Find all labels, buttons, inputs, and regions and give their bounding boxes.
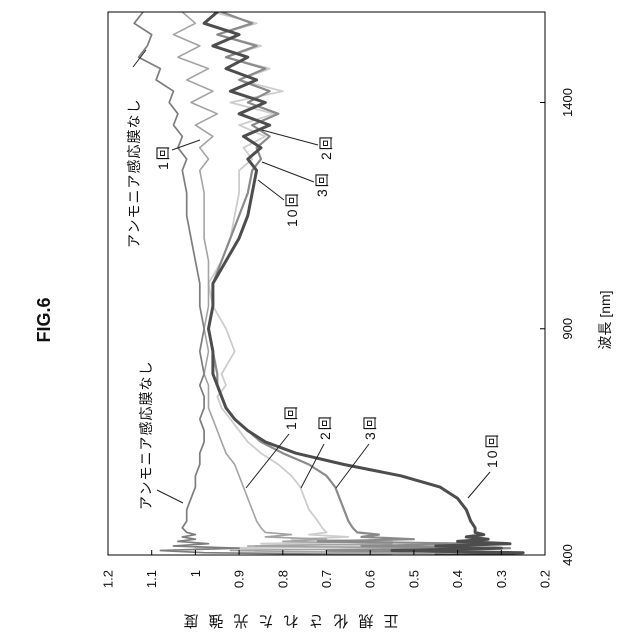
series-line-2x xyxy=(194,12,516,555)
leader-line xyxy=(335,443,370,489)
annotation-3x: 3回 xyxy=(362,414,378,440)
series-line-10x xyxy=(202,12,525,555)
annotation-2x: 2回 xyxy=(318,134,334,160)
annotation-1x: 1回 xyxy=(155,144,171,170)
series-line-1x xyxy=(172,12,494,555)
leader-line xyxy=(156,489,184,504)
y-axis-label: 正規化された光強度 xyxy=(173,612,398,629)
y-tick-label: 0.3 xyxy=(494,570,509,588)
leader-line xyxy=(467,471,491,499)
x-tick-label: 1400 xyxy=(560,88,575,117)
leader-line xyxy=(261,129,319,146)
annotations-short-wavelength: アンモニア感応膜なし 1回 2回 3回 10回 xyxy=(138,361,500,510)
y-tick-label: 0.6 xyxy=(363,570,378,588)
leader-line xyxy=(261,161,315,183)
series-layer xyxy=(133,12,525,555)
leader-line xyxy=(171,139,201,151)
x-tick-label: 400 xyxy=(560,544,575,566)
x-axis-label: 波長 [nm] xyxy=(597,290,613,349)
leader-line xyxy=(257,179,285,201)
annotation-10x: 10回 xyxy=(284,191,300,227)
y-tick-label: 1 xyxy=(188,570,203,577)
leader-line xyxy=(132,49,147,68)
annotations-long-wavelength: アンモニア感応膜なし 1回 2回 3回 10回 xyxy=(126,49,334,248)
annotation-3x: 3回 xyxy=(314,171,330,197)
series-line-no-film xyxy=(133,12,393,555)
y-tick-label: 1.1 xyxy=(144,570,159,588)
annotation-2x: 2回 xyxy=(317,414,333,440)
x-axis: 400 900 1400 xyxy=(540,88,575,566)
y-tick-label: 0.2 xyxy=(538,570,553,588)
x-tick-label: 900 xyxy=(560,318,575,340)
figure-title: FIG.6 xyxy=(34,297,54,342)
annotation-10x: 10回 xyxy=(484,432,500,468)
y-tick-label: 1.2 xyxy=(101,570,116,588)
series-line-3x xyxy=(207,12,512,555)
y-tick-label: 0.5 xyxy=(406,570,421,588)
annotation-1x: 1回 xyxy=(283,404,299,430)
y-tick-label: 0.9 xyxy=(232,570,247,588)
y-axis: 1.2 1.1 1 0.9 0.8 0.7 0.6 0.5 0.4 0.3 0.2 xyxy=(101,550,553,588)
leader-line xyxy=(245,433,290,489)
y-tick-label: 0.8 xyxy=(275,570,290,588)
annotation-no-film: アンモニア感応膜なし xyxy=(138,361,154,510)
y-tick-label: 0.4 xyxy=(450,570,465,588)
y-tick-label: 0.7 xyxy=(319,570,334,588)
annotation-no-film: アンモニア感応膜なし xyxy=(126,99,142,248)
rotated-figure: FIG.6 400 900 1400 1.2 1.1 1 0.9 0.8 0.7 0.6 0.5 0… xyxy=(34,11,613,629)
leader-line xyxy=(300,443,325,489)
